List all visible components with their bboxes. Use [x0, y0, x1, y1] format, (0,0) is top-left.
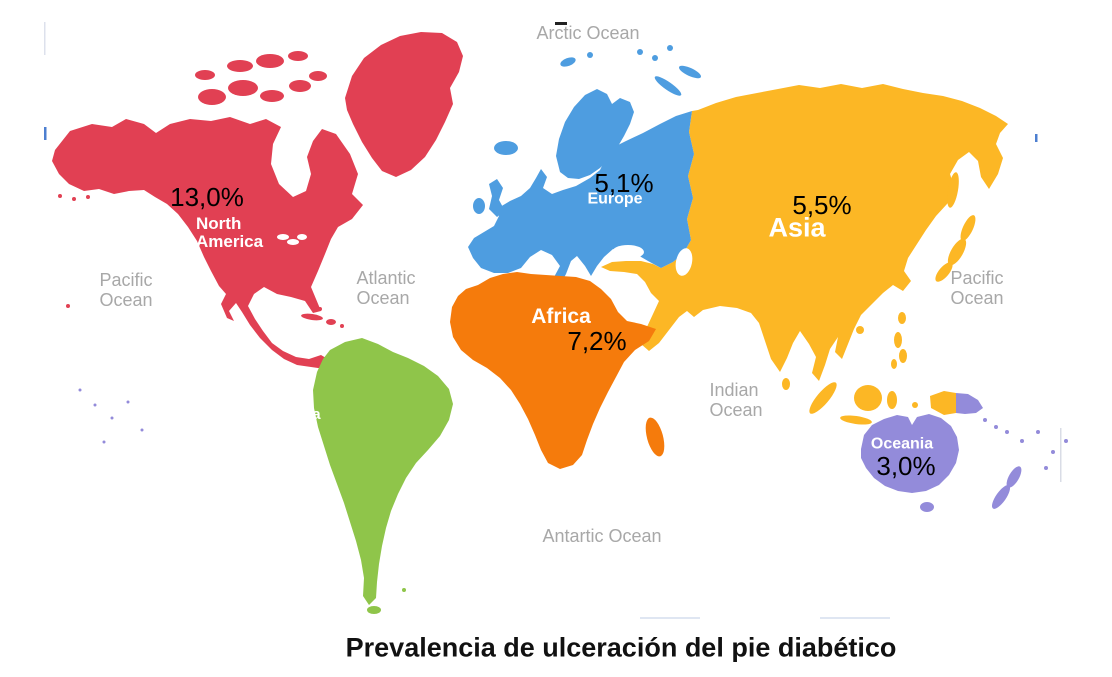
- caspian-sea: [675, 248, 693, 276]
- great-lakes: [287, 239, 299, 245]
- label-north-america: North America: [196, 214, 264, 252]
- label-asia: Asia: [768, 212, 826, 243]
- label-antartic-ocean: Antartic Ocean: [542, 526, 662, 547]
- north-america-landmass: [52, 32, 463, 369]
- value-north-america: 13,0%: [170, 182, 244, 212]
- value-europe: 5,1%: [594, 168, 654, 198]
- value-africa: 7,2%: [567, 326, 627, 356]
- south-america-landmass: [313, 338, 453, 614]
- label-south-america: South America: [261, 390, 321, 423]
- world-map: [44, 22, 1068, 619]
- label-arctic-ocean: Arctic Ocean: [536, 23, 640, 44]
- label-pacific-ocean-east: Pacific Ocean: [950, 268, 1004, 308]
- page-title: Prevalencia de ulceración del pie diabét…: [345, 632, 897, 663]
- great-lakes: [277, 234, 289, 240]
- label-oceania: Oceania: [870, 435, 934, 453]
- label-indian-ocean: Indian Ocean: [709, 380, 763, 420]
- europe-landmass: [468, 45, 702, 291]
- label-europe: Europe: [587, 190, 643, 208]
- artifacts: [44, 22, 1062, 619]
- label-atlantic-ocean: Atlantic Ocean: [356, 268, 416, 308]
- great-lakes: [297, 234, 307, 240]
- oceania-landmass: [78, 388, 1068, 512]
- seas: [277, 234, 693, 276]
- value-asia: 5,5%: [792, 190, 852, 220]
- label-africa: Africa: [531, 304, 591, 328]
- value-oceania: 3,0%: [876, 451, 936, 481]
- black-sea: [612, 245, 644, 259]
- label-pacific-ocean-west: Pacific Ocean: [99, 270, 153, 310]
- africa-landmass: [450, 272, 665, 469]
